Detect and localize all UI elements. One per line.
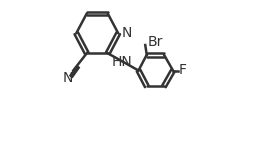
Text: F: F [178, 63, 186, 78]
Text: N: N [122, 26, 132, 40]
Text: N: N [63, 71, 73, 85]
Text: Br: Br [147, 35, 163, 49]
Text: HN: HN [112, 54, 132, 69]
